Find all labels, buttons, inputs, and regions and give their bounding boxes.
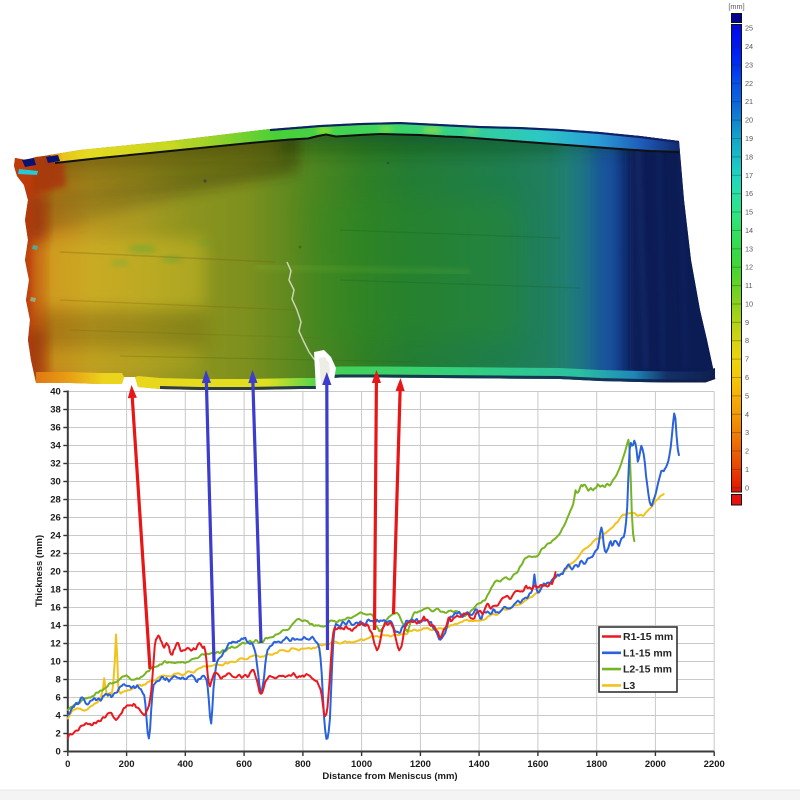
svg-text:30: 30 bbox=[50, 477, 61, 488]
svg-text:40: 40 bbox=[50, 387, 61, 398]
svg-text:21: 21 bbox=[745, 97, 753, 106]
svg-text:4: 4 bbox=[56, 711, 62, 722]
svg-text:R1-15 mm: R1-15 mm bbox=[623, 631, 673, 643]
svg-text:600: 600 bbox=[236, 759, 252, 770]
svg-text:0: 0 bbox=[65, 759, 70, 770]
svg-text:Distance from Meniscus (mm): Distance from Meniscus (mm) bbox=[322, 771, 457, 782]
svg-text:2: 2 bbox=[56, 729, 61, 740]
svg-text:11: 11 bbox=[745, 281, 753, 290]
svg-text:L1-15 mm: L1-15 mm bbox=[623, 647, 672, 659]
svg-text:14: 14 bbox=[50, 621, 61, 632]
svg-text:7: 7 bbox=[745, 355, 749, 364]
svg-text:25: 25 bbox=[745, 24, 753, 33]
svg-text:32: 32 bbox=[50, 459, 61, 470]
svg-text:1000: 1000 bbox=[351, 759, 372, 770]
svg-text:38: 38 bbox=[50, 405, 61, 416]
svg-text:2: 2 bbox=[745, 447, 749, 456]
svg-text:17: 17 bbox=[745, 171, 753, 180]
svg-text:L3: L3 bbox=[623, 680, 635, 692]
svg-text:13: 13 bbox=[745, 244, 753, 253]
svg-text:4: 4 bbox=[745, 410, 749, 419]
svg-text:28: 28 bbox=[50, 495, 61, 506]
svg-text:36: 36 bbox=[50, 423, 61, 434]
svg-text:24: 24 bbox=[50, 531, 61, 542]
svg-text:26: 26 bbox=[50, 513, 61, 524]
svg-text:2200: 2200 bbox=[704, 759, 725, 770]
svg-text:12: 12 bbox=[50, 639, 61, 650]
svg-text:Thickness (mm): Thickness (mm) bbox=[34, 535, 45, 607]
svg-text:18: 18 bbox=[745, 152, 753, 161]
svg-text:18: 18 bbox=[50, 585, 61, 596]
svg-text:15: 15 bbox=[745, 208, 753, 217]
svg-text:200: 200 bbox=[119, 759, 135, 770]
svg-text:1200: 1200 bbox=[410, 759, 431, 770]
svg-text:5: 5 bbox=[745, 391, 749, 400]
svg-text:3: 3 bbox=[745, 428, 749, 437]
svg-text:16: 16 bbox=[50, 603, 61, 614]
svg-text:6: 6 bbox=[745, 373, 749, 382]
svg-text:20: 20 bbox=[50, 567, 61, 578]
svg-text:1400: 1400 bbox=[469, 759, 490, 770]
svg-text:16: 16 bbox=[745, 189, 753, 198]
svg-text:22: 22 bbox=[745, 79, 753, 88]
svg-text:1600: 1600 bbox=[527, 759, 548, 770]
svg-text:6: 6 bbox=[56, 693, 61, 704]
svg-text:0: 0 bbox=[745, 483, 749, 492]
svg-text:19: 19 bbox=[745, 134, 753, 143]
svg-text:14: 14 bbox=[745, 226, 753, 235]
svg-text:1800: 1800 bbox=[586, 759, 607, 770]
svg-text:22: 22 bbox=[50, 549, 61, 560]
svg-text:[mm]: [mm] bbox=[728, 2, 744, 11]
svg-text:20: 20 bbox=[745, 116, 753, 125]
svg-text:34: 34 bbox=[50, 441, 61, 452]
svg-text:2000: 2000 bbox=[645, 759, 666, 770]
svg-text:8: 8 bbox=[56, 675, 61, 686]
svg-text:24: 24 bbox=[745, 42, 753, 51]
svg-text:0: 0 bbox=[56, 747, 61, 758]
svg-text:800: 800 bbox=[295, 759, 311, 770]
svg-text:9: 9 bbox=[745, 318, 749, 327]
svg-text:10: 10 bbox=[50, 657, 61, 668]
svg-text:1: 1 bbox=[745, 465, 749, 474]
svg-text:400: 400 bbox=[177, 759, 193, 770]
svg-text:12: 12 bbox=[745, 263, 753, 272]
svg-text:L2-15 mm: L2-15 mm bbox=[623, 664, 672, 676]
svg-text:8: 8 bbox=[745, 336, 749, 345]
svg-text:23: 23 bbox=[745, 61, 753, 70]
svg-text:10: 10 bbox=[745, 300, 753, 309]
